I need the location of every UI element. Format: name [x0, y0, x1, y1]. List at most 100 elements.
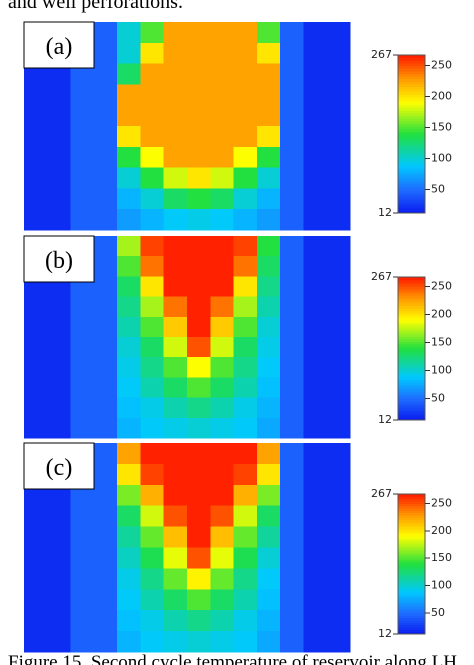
heatmap-cell [24, 296, 48, 318]
colorbar-segment [398, 296, 425, 299]
heatmap-cell [187, 146, 211, 169]
heatmap-cell [303, 146, 328, 169]
heatmap-cell [303, 22, 328, 44]
heatmap-cell [163, 631, 188, 653]
heatmap-cell [47, 337, 72, 358]
heatmap-cell [47, 126, 72, 148]
heatmap-cell [303, 126, 328, 148]
heatmap-cell [163, 589, 188, 611]
colorbar-segment [398, 312, 425, 316]
heatmap-cell [303, 167, 328, 189]
heatmap-cell [47, 589, 72, 611]
colorbar-segment [398, 608, 425, 612]
heatmap-cell [24, 631, 48, 653]
heatmap-cell [210, 463, 235, 486]
colorbar-segment [398, 624, 425, 628]
heatmap-cell [303, 377, 328, 399]
heatmap-cell [187, 397, 211, 419]
colorbar-segment [398, 324, 425, 328]
heatmap-cell [326, 547, 351, 569]
colorbar-segment [398, 531, 425, 535]
colorbar-segment [398, 538, 425, 542]
colorbar-segment [398, 160, 425, 164]
heatmap-cell [140, 167, 165, 189]
heatmap-cell [140, 505, 165, 528]
colorbar-segment [398, 149, 425, 153]
colorbar-segment [398, 170, 425, 174]
heatmap-cell [233, 589, 258, 611]
colorbar-segment [398, 120, 425, 124]
heatmap-cell [256, 337, 281, 358]
heatmap-cell [256, 316, 281, 338]
heatmap-cell [47, 357, 72, 378]
colorbar-segment [398, 105, 425, 109]
colorbar-segment [398, 381, 425, 385]
heatmap-cell [233, 417, 258, 439]
heatmap-cell [233, 316, 258, 338]
heatmap-cell [187, 316, 211, 338]
colorbar-segment [398, 199, 425, 203]
heatmap-cell [233, 63, 258, 85]
colorbar-segment [398, 348, 425, 352]
heatmap-cell [303, 236, 328, 257]
colorbar-segment [398, 578, 425, 581]
heatmap-cell [210, 337, 235, 358]
panel-label-box [23, 442, 95, 490]
heatmap-cell [117, 568, 141, 590]
colorbar-segment [398, 147, 425, 151]
colorbar-segment [398, 176, 425, 180]
colorbar-segment [398, 107, 425, 111]
heatmap-cell [233, 463, 258, 486]
heatmap-cell [93, 443, 118, 465]
heatmap-cell [70, 417, 95, 439]
colorbar-segment [398, 405, 425, 409]
colorbar-segment [398, 384, 425, 388]
heatmap-cell [256, 296, 281, 318]
heatmap-cell [233, 443, 258, 465]
colorbar-segment [398, 606, 425, 609]
heatmap-cell [187, 610, 211, 632]
heatmap-cell [117, 631, 141, 653]
heatmap-cell [140, 589, 165, 611]
heatmap-cell [256, 209, 281, 231]
heatmap-cell [187, 188, 211, 210]
heatmap-cell [117, 188, 141, 210]
heatmap-cell [256, 146, 281, 169]
heatmap-cell [233, 167, 258, 189]
heatmap-cell [210, 377, 235, 399]
colorbar-segment [398, 412, 425, 416]
colorbar-segment [398, 86, 425, 90]
colorbar-segment [398, 512, 425, 516]
colorbar-segment [398, 91, 425, 95]
heatmap-cell [117, 126, 141, 148]
heatmap-cell [210, 146, 235, 169]
heatmap-cell [93, 397, 118, 419]
heatmap-cell [163, 547, 188, 569]
colorbar-segment [398, 197, 425, 201]
heatmap-cell [70, 631, 95, 653]
heatmap-cell [233, 209, 258, 231]
colorbar-segment [398, 615, 425, 619]
heatmap-cell [187, 568, 211, 590]
heatmap-cell [93, 357, 118, 378]
heatmap-cell [210, 63, 235, 85]
colorbar-tick-label: 100 [431, 364, 452, 377]
colorbar-segment [398, 73, 425, 77]
heatmap-cell [93, 463, 118, 486]
colorbar-segment [398, 168, 425, 172]
heatmap-cell [303, 463, 328, 486]
heatmap-cell [280, 146, 304, 169]
heatmap-cell [280, 296, 304, 318]
heatmap-cell [117, 377, 141, 399]
colorbar-segment [398, 350, 425, 354]
colorbar-segment [398, 157, 425, 161]
colorbar-segment [398, 403, 425, 407]
colorbar-tick-label: 200 [431, 90, 452, 103]
colorbar-segment [398, 76, 425, 80]
heatmap-cell [210, 631, 235, 653]
colorbar-segment [398, 134, 425, 138]
heatmap-cell [210, 589, 235, 611]
heatmap-cell [326, 84, 351, 106]
heatmap-cell [210, 276, 235, 298]
colorbar-tick-label: 100 [431, 579, 452, 592]
